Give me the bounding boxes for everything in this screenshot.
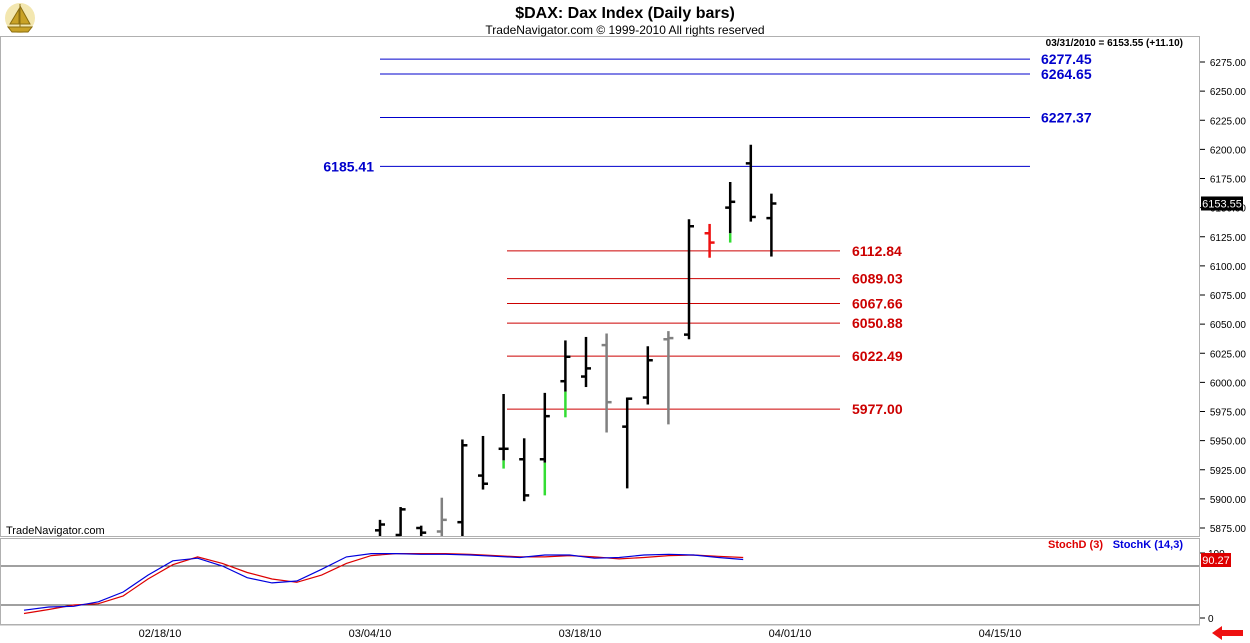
price-bar: [766, 193, 777, 257]
price-axis: 6275.006250.006225.006200.006175.006150.…: [1200, 58, 1246, 535]
watermark-text: TradeNavigator.com: [6, 525, 105, 537]
red-left-arrow-icon[interactable]: [1212, 626, 1243, 640]
quote-readout: 03/31/2010 = 6153.55 (+11.10): [1046, 38, 1183, 49]
resistance-label: 6185.41: [323, 158, 374, 174]
copyright-text: TradeNavigator.com © 1999-2010 All right…: [485, 23, 764, 37]
price-bar: [436, 497, 447, 536]
price-bar: [622, 397, 633, 489]
date-label: 04/15/10: [979, 628, 1022, 640]
price-bar: [375, 519, 385, 536]
support-label: 6067.66: [852, 296, 903, 312]
stoch-last-box: [1201, 553, 1231, 567]
resistance-label: 6264.65: [1041, 66, 1092, 82]
sailboat-icon: [5, 3, 35, 33]
price-bar: [519, 438, 530, 502]
price-bar: [457, 439, 468, 536]
price-bar: [416, 525, 427, 536]
price-bar: [581, 336, 591, 388]
price-tick-label: 6250.00: [1210, 87, 1247, 98]
price-tick-label: 5900.00: [1210, 495, 1247, 506]
support-label: 6050.88: [852, 315, 903, 331]
ohlc-bars: [375, 144, 777, 537]
support-label: 6089.03: [852, 271, 903, 287]
stoch-last-label: 90.27: [1202, 555, 1230, 567]
price-bar: [663, 331, 674, 425]
date-label: 03/04/10: [349, 628, 392, 640]
last-price-box: [1201, 196, 1243, 211]
resistance-label: 6227.37: [1041, 109, 1092, 125]
chart-title: $DAX: Dax Index (Daily bars): [515, 5, 735, 22]
last-price-label: 6153.55: [1202, 198, 1242, 210]
stochastic-lines: [1, 552, 1199, 615]
price-bar: [745, 144, 756, 222]
support-label: 5977.00: [852, 401, 903, 417]
support-label: 6112.84: [852, 243, 902, 259]
price-bar: [684, 219, 694, 340]
price-tick-label: 5975.00: [1210, 408, 1247, 419]
price-panel: [0, 36, 1200, 537]
price-bar: [642, 346, 653, 405]
price-bar: [539, 392, 550, 496]
price-tick-label: 6275.00: [1210, 58, 1247, 69]
date-axis: 02/18/10 03/04/10 03/18/10 04/01/10 04/1…: [0, 624, 1200, 640]
price-tick-label: 6075.00: [1210, 291, 1247, 302]
price-bar: [725, 181, 736, 243]
price-bar: [498, 394, 509, 469]
price-tick-label: 6025.00: [1210, 349, 1247, 360]
price-tick-label: 6125.00: [1210, 233, 1247, 244]
legend-stochk: StochK (14,3): [1113, 539, 1184, 551]
price-tick-label: 5925.00: [1210, 466, 1247, 477]
date-label: 04/01/10: [769, 628, 812, 640]
price-tick-label: 6050.00: [1210, 320, 1247, 331]
price-tick-label: 5875.00: [1210, 524, 1247, 535]
stoch-series-line: [23, 552, 744, 615]
resistance-label: 6277.45: [1041, 51, 1092, 67]
stoch-tick-label: 0: [1208, 614, 1214, 625]
stochastic-panel: [0, 538, 1200, 625]
price-tick-label: 5950.00: [1210, 437, 1247, 448]
price-tick-label: 6100.00: [1210, 262, 1247, 273]
support-label: 6022.49: [852, 348, 903, 364]
price-tick-label: 6000.00: [1210, 378, 1247, 389]
price-bar: [560, 340, 571, 418]
last-price-marker: 6153.55: [1201, 196, 1243, 211]
price-bar: [704, 223, 715, 258]
price-tick-label: 6225.00: [1210, 116, 1247, 127]
price-bar: [395, 507, 406, 537]
price-tick-label: 6175.00: [1210, 175, 1247, 186]
date-label: 03/18/10: [559, 628, 602, 640]
price-bar: [601, 333, 612, 433]
date-label: 02/18/10: [139, 628, 182, 640]
legend-stochd: StochD (3): [1048, 539, 1103, 551]
price-bar: [478, 435, 488, 490]
stoch-series-line: [23, 552, 744, 611]
price-tick-label: 6200.00: [1210, 145, 1247, 156]
